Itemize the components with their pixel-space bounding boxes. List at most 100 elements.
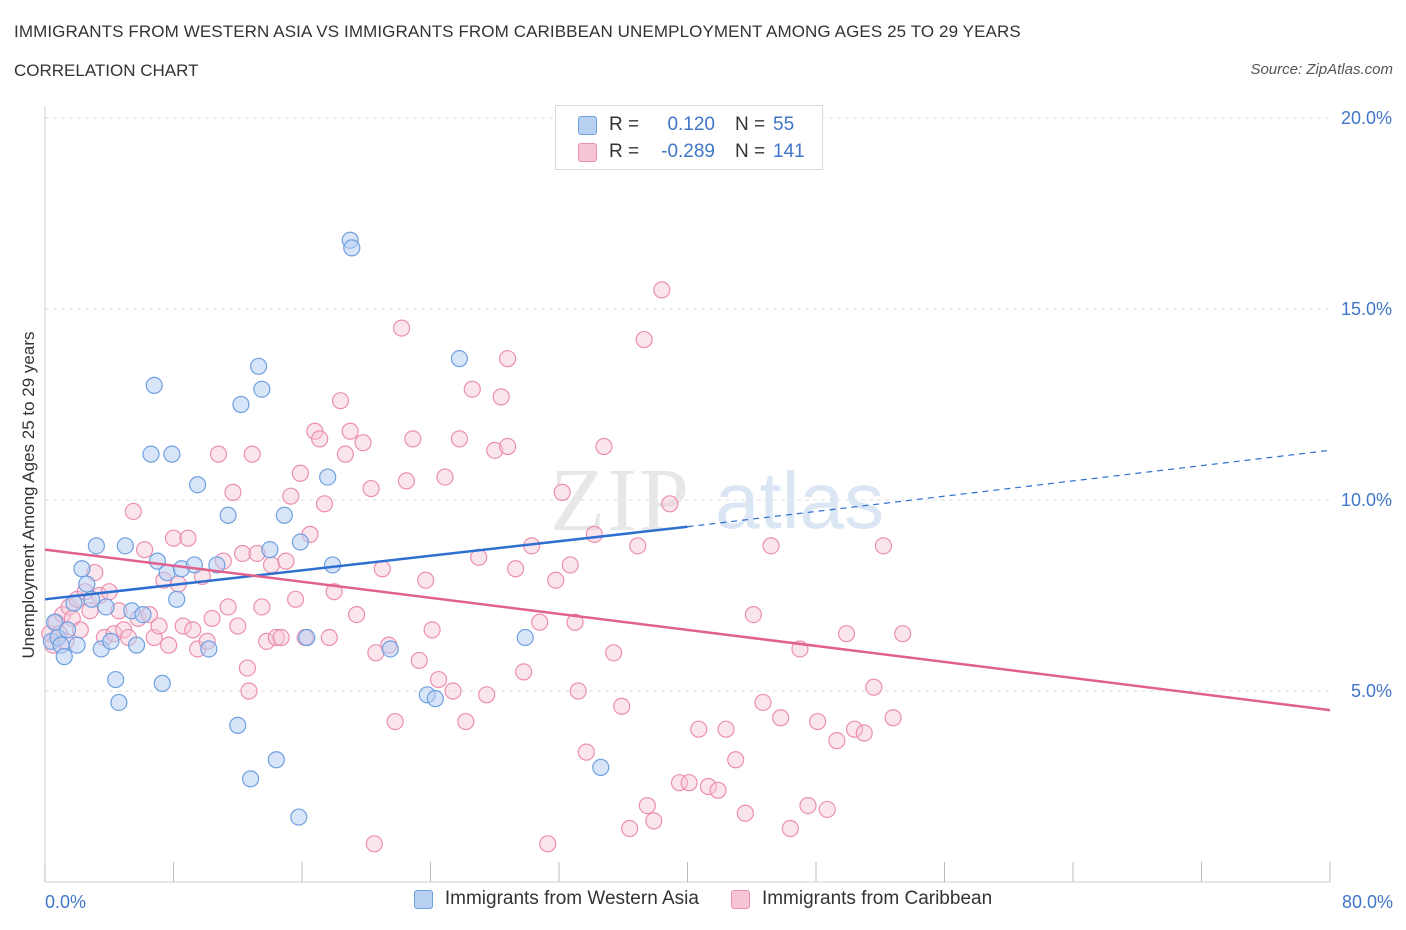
caribbean-point [845, 720, 864, 738]
legend-row-western-asia: R = 0.120 N = 55 [578, 113, 794, 137]
western-asia-point [208, 556, 226, 574]
western-asia-point [232, 395, 250, 414]
caribbean-point [736, 804, 754, 822]
western-asia-point [381, 640, 399, 658]
western-asia-point [290, 808, 308, 826]
western-asia-point [153, 674, 171, 692]
western-asia-points [42, 231, 610, 826]
caribbean-point [320, 628, 338, 647]
western-asia-point [229, 716, 247, 734]
caribbean-point [613, 697, 631, 715]
caribbean-point [874, 537, 893, 555]
western-asia-point [298, 628, 316, 647]
western-asia-point [188, 476, 207, 494]
western-asia-point [261, 541, 279, 559]
caribbean-point [341, 422, 359, 440]
chart-subtitle: CORRELATION CHART [14, 61, 199, 80]
caribbean-point [240, 682, 258, 700]
caribbean-point [629, 537, 647, 555]
western-asia-point [242, 770, 260, 788]
caribbean-point [354, 434, 372, 452]
western-asia-trend-line [44, 525, 688, 601]
caribbean-point [855, 724, 873, 742]
caribbean-point [621, 819, 639, 838]
caribbean-point [373, 560, 391, 578]
y-tick-label: 15.0% [1341, 299, 1392, 319]
caribbean-point [417, 571, 435, 589]
legend-r-value: -0.289 [661, 141, 715, 162]
caribbean-point [124, 502, 142, 521]
caribbean-point [553, 483, 571, 501]
legend-n-label: N = [735, 141, 766, 162]
western-asia-point [253, 380, 271, 398]
caribbean-point [486, 441, 504, 459]
legend-swatch-pink [730, 889, 750, 909]
western-asia-point [185, 556, 203, 574]
caribbean-point [429, 670, 448, 689]
caribbean-point [135, 541, 154, 559]
caribbean-point [515, 663, 533, 681]
caribbean-point [566, 613, 584, 631]
caribbean-point [762, 537, 780, 555]
western-asia-point [200, 640, 218, 658]
caribbean-point [436, 468, 454, 486]
caribbean-point [348, 605, 366, 624]
caribbean-point [781, 819, 799, 838]
caribbean-point [233, 544, 252, 563]
western-asia-point [87, 537, 106, 555]
western-asia-point [58, 621, 77, 639]
source-label: Source: ZipAtlas.com [1250, 61, 1393, 78]
caribbean-point [229, 617, 247, 635]
caribbean-point [463, 380, 481, 398]
western-asia-point [168, 590, 186, 608]
legend-n-value: 141 [773, 141, 805, 162]
caribbean-point [569, 682, 587, 700]
axes [44, 106, 1331, 883]
legend-label-western-asia: Immigrants from Western Asia [444, 888, 699, 909]
legend-r-label: R = [609, 114, 640, 135]
caribbean-points [41, 281, 912, 853]
x-tick-label-max: 80.0% [1342, 892, 1393, 912]
legend-swatch-pink [578, 142, 597, 162]
caribbean-point [638, 796, 656, 815]
caribbean-point [837, 625, 856, 643]
caribbean-trend-line [44, 548, 1331, 712]
caribbean-point [253, 598, 271, 616]
trend-lines [44, 449, 1331, 712]
caribbean-point [386, 712, 404, 731]
caribbean-point [450, 430, 469, 448]
caribbean-point [507, 560, 525, 578]
caribbean-point [331, 392, 350, 410]
caribbean-point [291, 464, 309, 482]
caribbean-point [311, 430, 329, 448]
caribbean-point [423, 621, 441, 639]
western-asia-point [158, 563, 176, 582]
legend-item-western-asia[interactable]: Immigrants from Western Asia [413, 888, 699, 910]
western-asia-point [592, 758, 610, 777]
caribbean-point [164, 529, 183, 547]
caribbean-point [645, 812, 663, 830]
caribbean-point [262, 556, 281, 574]
caribbean-point [499, 437, 517, 456]
caribbean-point [410, 651, 428, 670]
caribbean-point [277, 552, 295, 570]
caribbean-point [219, 598, 237, 616]
legend-item-caribbean[interactable]: Immigrants from Caribbean [730, 888, 993, 910]
x-tick-label-min: 0.0% [45, 892, 86, 912]
western-asia-point [343, 239, 361, 257]
western-asia-point [116, 537, 134, 555]
legend-n-label: N = [735, 114, 766, 135]
caribbean-point [894, 625, 912, 643]
caribbean-point [492, 388, 510, 406]
caribbean-point [365, 835, 383, 853]
western-asia-point [127, 636, 146, 654]
caribbean-point [680, 774, 698, 792]
tick-labels: 5.0% 10.0% 15.0% 20.0% 0.0% 80.0% [45, 108, 1393, 912]
legend-n-value: 55 [773, 114, 795, 135]
caribbean-point [670, 774, 689, 792]
caribbean-point [709, 781, 727, 799]
caribbean-point [744, 605, 762, 624]
caribbean-point [595, 437, 613, 456]
legend-label-caribbean: Immigrants from Caribbean [761, 888, 993, 909]
caribbean-point [478, 686, 496, 704]
